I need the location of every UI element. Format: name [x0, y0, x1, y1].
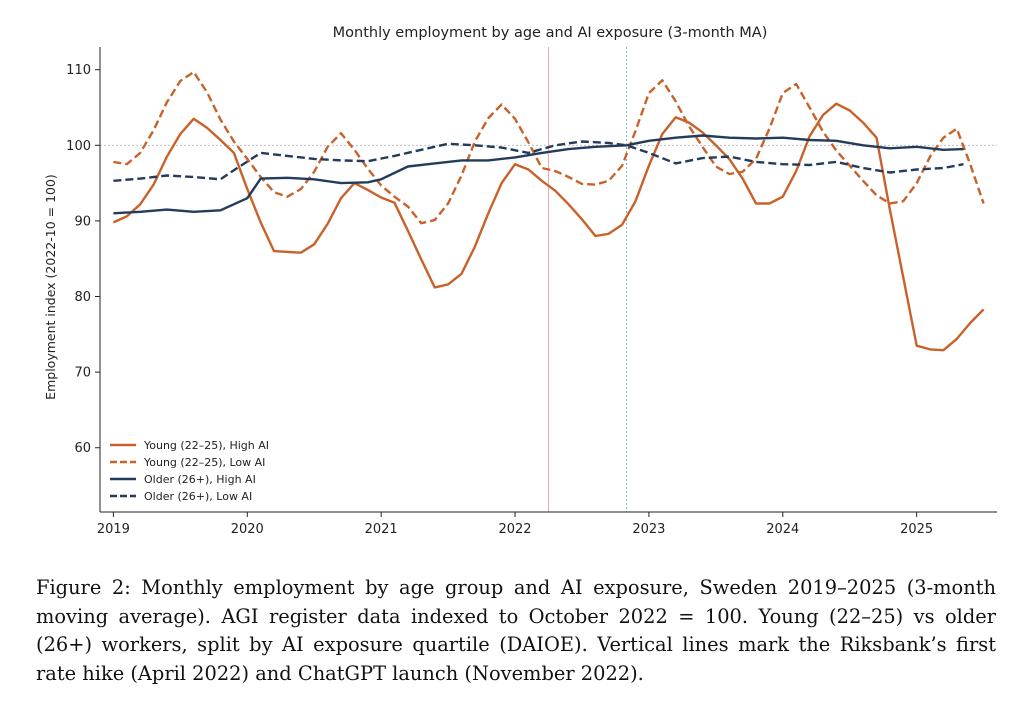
axes: 60 70 80 90 100 110 2019 2020 2021 2022 2023 2024 20…: [66, 47, 997, 537]
figure-caption: Figure 2: Monthly employment by age grou…: [36, 576, 996, 685]
legend-label: Older (26+), High AI: [144, 473, 256, 486]
series-line-1: [112, 102, 985, 352]
y-tick-label: 110: [66, 63, 91, 78]
x-tick-label: 2025: [900, 522, 933, 537]
y-axis-label: Employment index (2022-10 = 100): [43, 174, 58, 400]
legend-label: Young (22–25), Low AI: [143, 456, 265, 469]
y-tick-label: 90: [74, 214, 91, 229]
y-tick-label: 80: [74, 290, 91, 305]
legend-label: Young (22–25), High AI: [143, 439, 269, 452]
chart-title: Monthly employment by age and AI exposur…: [333, 25, 768, 41]
series-line-3: [113, 134, 964, 215]
x-tick-label: 2020: [231, 522, 264, 537]
x-tick-label: 2023: [632, 522, 665, 537]
y-tick-label: 60: [74, 441, 91, 456]
line-chart: Monthly employment by age and AI exposur…: [43, 25, 997, 537]
series-layer: [112, 70, 985, 352]
legend: Young (22–25), High AI Young (22–25), Low…: [110, 439, 269, 503]
series-line-2: [113, 70, 985, 225]
x-tick-label: 2019: [97, 522, 130, 537]
y-tick-label: 100: [66, 139, 91, 154]
x-tick-label: 2022: [498, 522, 531, 537]
x-tick-label: 2021: [365, 522, 398, 537]
series-line-4: [113, 140, 964, 182]
legend-label: Older (26+), Low AI: [144, 490, 252, 503]
y-tick-label: 70: [74, 366, 91, 381]
x-tick-label: 2024: [766, 522, 799, 537]
